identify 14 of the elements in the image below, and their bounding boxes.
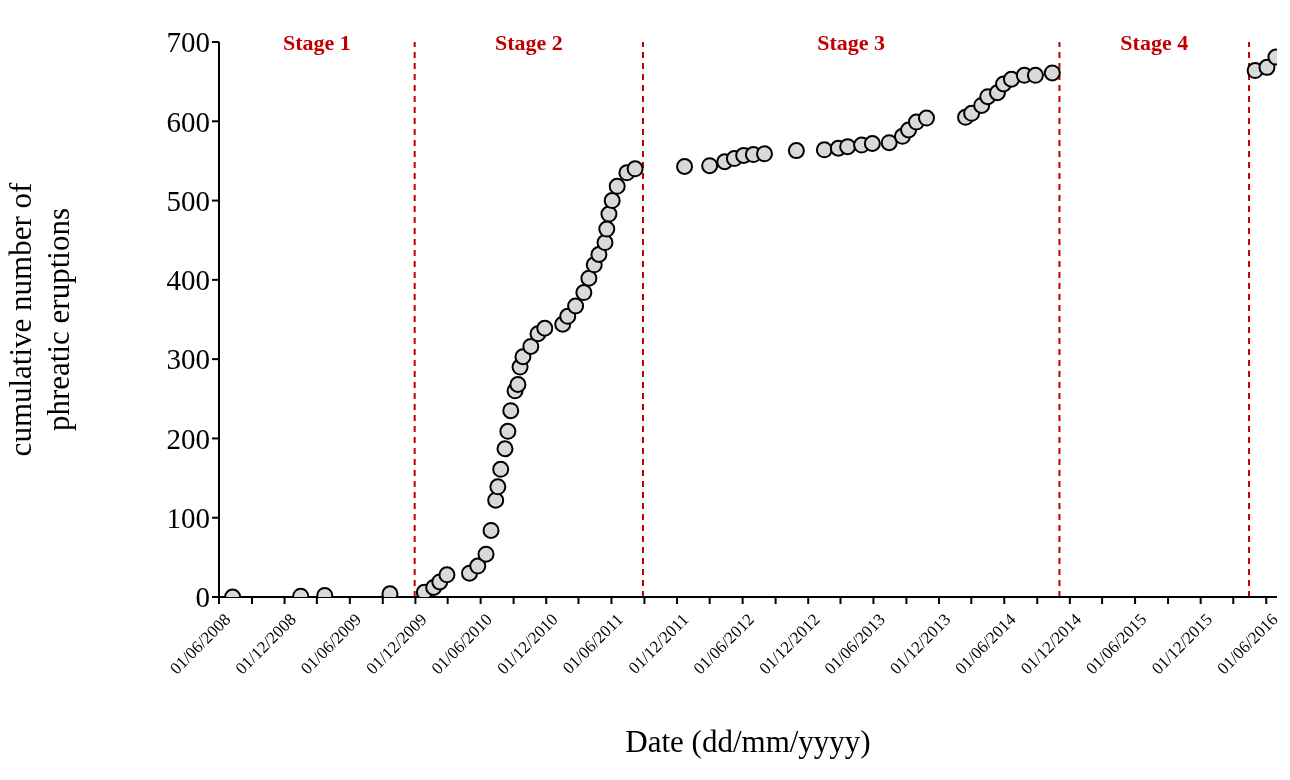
y-tick-label: 400 — [166, 264, 210, 297]
y-tick-label: 300 — [166, 343, 210, 376]
x-axis-title: Date (dd/mm/yyyy) — [625, 724, 871, 759]
annotation: Stage 3 — [817, 29, 886, 55]
y-axis-title: cumulative number of phreatic eruptions — [3, 181, 76, 457]
annotation: Stage 4 — [1120, 29, 1189, 55]
y-tick-label: 200 — [166, 422, 210, 455]
y-tick-label: 100 — [166, 502, 210, 535]
y-tick-label: 0 — [195, 581, 210, 614]
y-tick-label: 700 — [166, 26, 210, 59]
annotation: Stage 1 — [282, 29, 351, 55]
y-tick-label: 600 — [166, 105, 210, 138]
annotation: Stage 2 — [494, 29, 563, 55]
y-tick-label: 500 — [166, 184, 210, 217]
